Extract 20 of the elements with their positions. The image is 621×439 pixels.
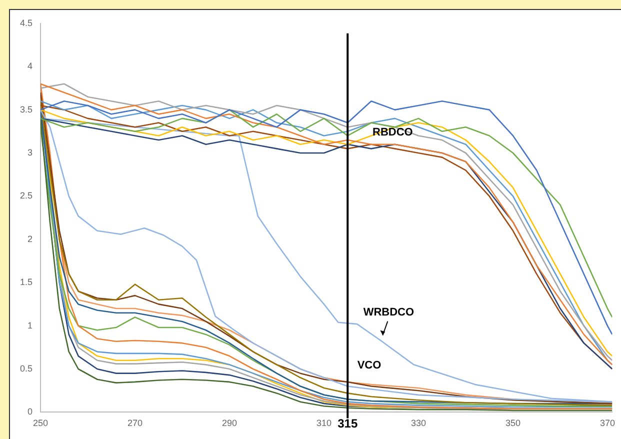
x-tick-label: 350 xyxy=(505,418,521,428)
y-tick-label: 4.5 xyxy=(20,18,33,28)
ref-line-label: 315 xyxy=(338,416,358,431)
y-tick-label: 2 xyxy=(27,234,33,244)
x-tick-label: 250 xyxy=(32,418,48,428)
annotation: VCO xyxy=(357,360,382,372)
y-tick-label: 2.5 xyxy=(20,190,33,201)
y-tick-label: 4 xyxy=(27,61,33,72)
x-tick-label: 310 xyxy=(316,418,332,428)
y-tick-label: 3 xyxy=(27,147,33,158)
x-tick-label: 290 xyxy=(222,418,238,428)
y-tick-label: 0 xyxy=(27,406,33,417)
y-tick-label: 0.5 xyxy=(20,363,33,374)
x-tick-label: 330 xyxy=(410,418,426,428)
y-tick-label: 1.5 xyxy=(20,277,33,288)
y-tick-label: 3.5 xyxy=(20,104,33,114)
x-tick-label: 370 xyxy=(600,418,615,428)
x-tick-label: 270 xyxy=(127,418,143,428)
annotation: WRBDCO xyxy=(363,306,414,318)
y-tick-label: 1 xyxy=(27,320,33,330)
